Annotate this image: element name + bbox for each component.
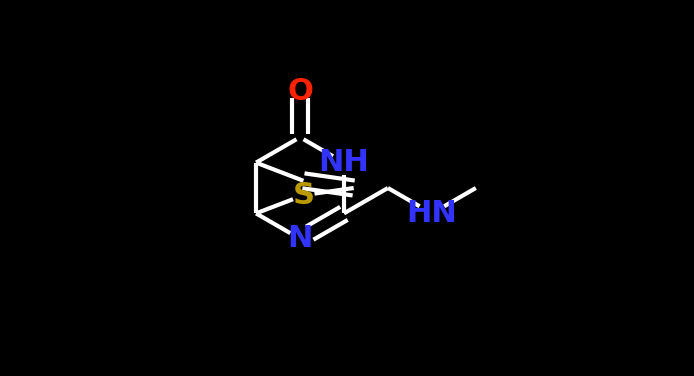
Text: S: S	[292, 181, 314, 210]
Text: O: O	[287, 77, 313, 106]
Text: HN: HN	[407, 199, 457, 228]
Text: N: N	[287, 224, 313, 253]
Text: NH: NH	[319, 148, 369, 177]
